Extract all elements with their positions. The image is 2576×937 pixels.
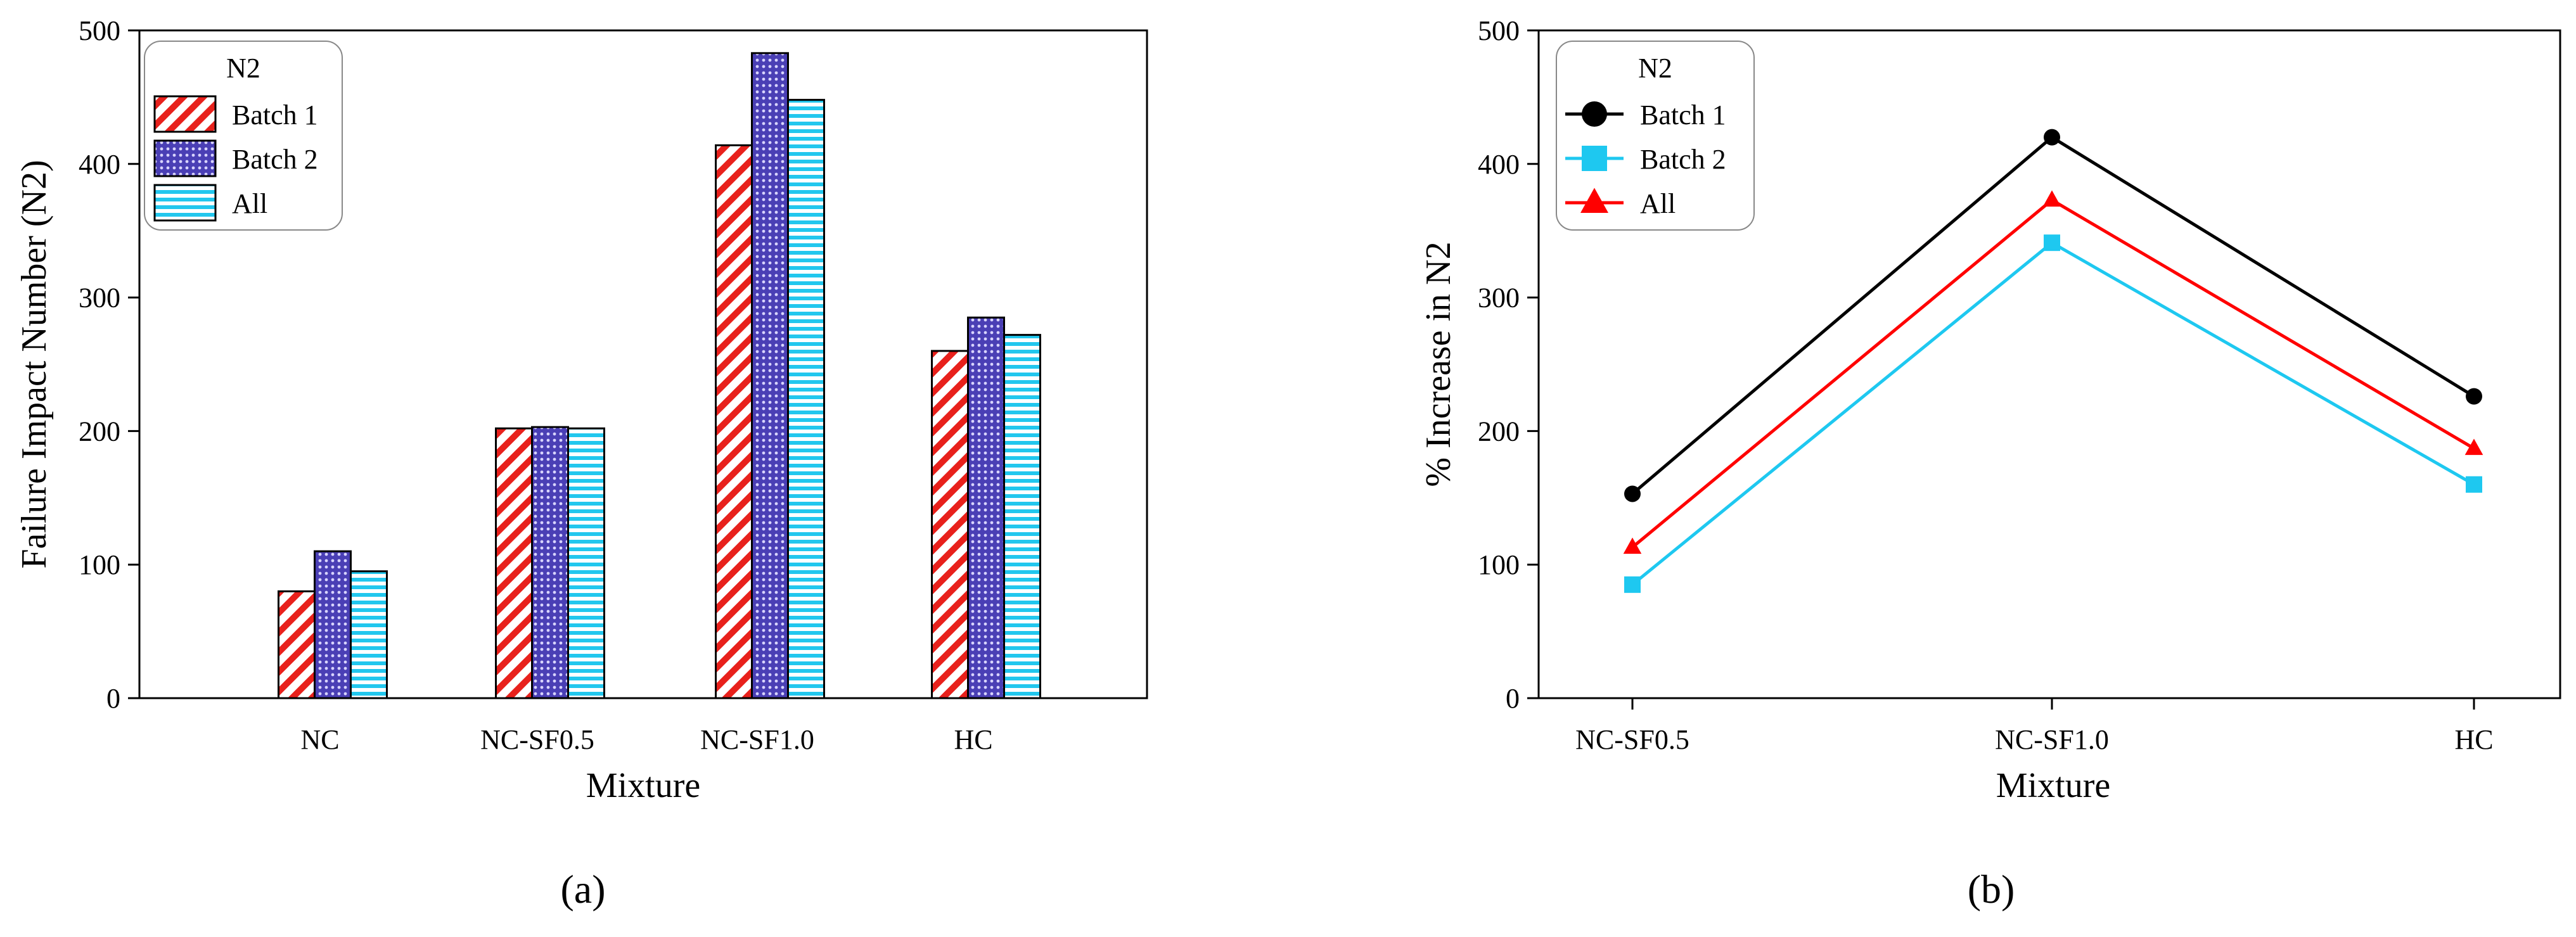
y-tick-label: 0 bbox=[106, 683, 120, 714]
series-lines bbox=[1623, 129, 2483, 593]
point-batch-1-nc-sf1-0 bbox=[2044, 129, 2060, 146]
bar-batch-1-nc-sf0-5 bbox=[495, 427, 533, 699]
legend-label-all: All bbox=[1640, 188, 1676, 219]
y-axis: 0 100 200 300 400 500 bbox=[79, 15, 139, 714]
legend-swatch-all bbox=[153, 184, 217, 222]
legend-label-batch-1: Batch 1 bbox=[232, 99, 318, 131]
legend-marker-all bbox=[1580, 188, 1608, 213]
point-all-nc-sf0-5 bbox=[1623, 537, 1642, 554]
plot-frame bbox=[1537, 29, 2561, 699]
legend-label-batch-1: Batch 1 bbox=[1640, 99, 1726, 131]
y-tick-label: 100 bbox=[79, 549, 120, 580]
bar-batch-1-hc bbox=[931, 350, 969, 699]
plot-frame bbox=[138, 29, 1148, 699]
x-tick-label: NC bbox=[300, 724, 339, 755]
legend-title: N2 bbox=[1638, 53, 1672, 84]
bar-batch-2-hc bbox=[967, 316, 1005, 699]
line-batch-1 bbox=[1631, 135, 2475, 495]
panel-label-a: (a) bbox=[560, 867, 605, 912]
panel-label-b: (b) bbox=[1968, 867, 2015, 912]
y-axis-title: Failure Impact Number (N2) bbox=[15, 160, 54, 568]
legend-marker-batch-2 bbox=[1582, 146, 1607, 171]
y-tick-label: 100 bbox=[1478, 549, 1520, 580]
x-tick-label: HC bbox=[954, 724, 992, 755]
legend-marker-batch-1 bbox=[1582, 101, 1607, 127]
legend: N2 Batch 1 Batch 2 All bbox=[1556, 41, 1755, 231]
point-batch-2-nc-sf1-0 bbox=[2044, 234, 2060, 252]
legend-swatch-batch-1 bbox=[153, 95, 217, 133]
x-axis-title: Mixture bbox=[1996, 766, 2110, 805]
y-tick-label: 400 bbox=[1478, 149, 1520, 180]
point-all-hc bbox=[2464, 438, 2483, 456]
bars bbox=[278, 52, 1041, 699]
legend-box bbox=[1556, 41, 1755, 231]
y-tick-label: 500 bbox=[79, 15, 120, 46]
x-axis: NC-SF0.5 NC-SF1.0 HC bbox=[1575, 698, 2494, 755]
point-batch-2-nc-sf0-5 bbox=[1624, 576, 1641, 593]
y-axis-title: % Increase in N2 bbox=[1419, 241, 1458, 487]
y-tick-label: 300 bbox=[1478, 283, 1520, 314]
y-tick-label: 200 bbox=[79, 416, 120, 447]
legend-label-batch-2: Batch 2 bbox=[232, 144, 318, 175]
point-batch-1-hc bbox=[2466, 388, 2482, 405]
legend-label-batch-2: Batch 2 bbox=[1640, 144, 1726, 175]
y-tick-label: 0 bbox=[1506, 683, 1520, 714]
y-axis: 0 100 200 300 400 500 bbox=[1478, 15, 1539, 714]
point-all-nc-sf1-0 bbox=[2042, 190, 2061, 207]
x-tick-label: NC-SF0.5 bbox=[480, 724, 594, 755]
y-tick-label: 300 bbox=[79, 283, 120, 314]
y-tick-label: 500 bbox=[1478, 15, 1520, 46]
x-axis: NC NC-SF0.5 NC-SF1.0 HC bbox=[300, 724, 992, 755]
point-batch-1-nc-sf0-5 bbox=[1624, 485, 1641, 502]
bar-all-nc bbox=[350, 570, 388, 699]
bar-all-nc-sf0-5 bbox=[567, 427, 605, 699]
bar-chart-panel: 0 100 200 300 400 500 NC NC-SF0.5 NC-SF1.0 HC Fa… bbox=[15, 15, 1148, 912]
legend-swatch-batch-2 bbox=[153, 139, 217, 177]
bar-batch-1-nc-sf1-0 bbox=[715, 144, 753, 699]
x-tick-label: NC-SF1.0 bbox=[1995, 724, 2109, 755]
legend-title: N2 bbox=[226, 53, 260, 84]
legend: N2 Batch 1 Batch 2 All bbox=[144, 41, 343, 231]
y-tick-label: 400 bbox=[79, 149, 120, 180]
bar-batch-1-nc bbox=[278, 590, 316, 699]
line-batch-2 bbox=[1631, 241, 2475, 586]
x-axis-title: Mixture bbox=[586, 766, 700, 805]
y-tick-label: 200 bbox=[1478, 416, 1520, 447]
bar-batch-2-nc-sf0-5 bbox=[531, 426, 569, 699]
bar-batch-2-nc-sf1-0 bbox=[751, 52, 789, 699]
point-batch-2-hc bbox=[2466, 476, 2482, 493]
legend-box bbox=[144, 41, 343, 231]
x-tick-label: NC-SF0.5 bbox=[1575, 724, 1689, 755]
bar-batch-2-nc bbox=[314, 550, 352, 699]
legend-label-all: All bbox=[232, 188, 267, 219]
x-tick-label: HC bbox=[2454, 724, 2493, 755]
line-chart-panel: 0 100 200 300 400 500 NC-SF0.5 NC-SF1.0 HC % In… bbox=[1419, 15, 2561, 912]
x-tick-label: NC-SF1.0 bbox=[700, 724, 814, 755]
bar-all-hc bbox=[1003, 334, 1041, 699]
line-all bbox=[1631, 198, 2475, 549]
bar-all-nc-sf1-0 bbox=[787, 99, 825, 699]
